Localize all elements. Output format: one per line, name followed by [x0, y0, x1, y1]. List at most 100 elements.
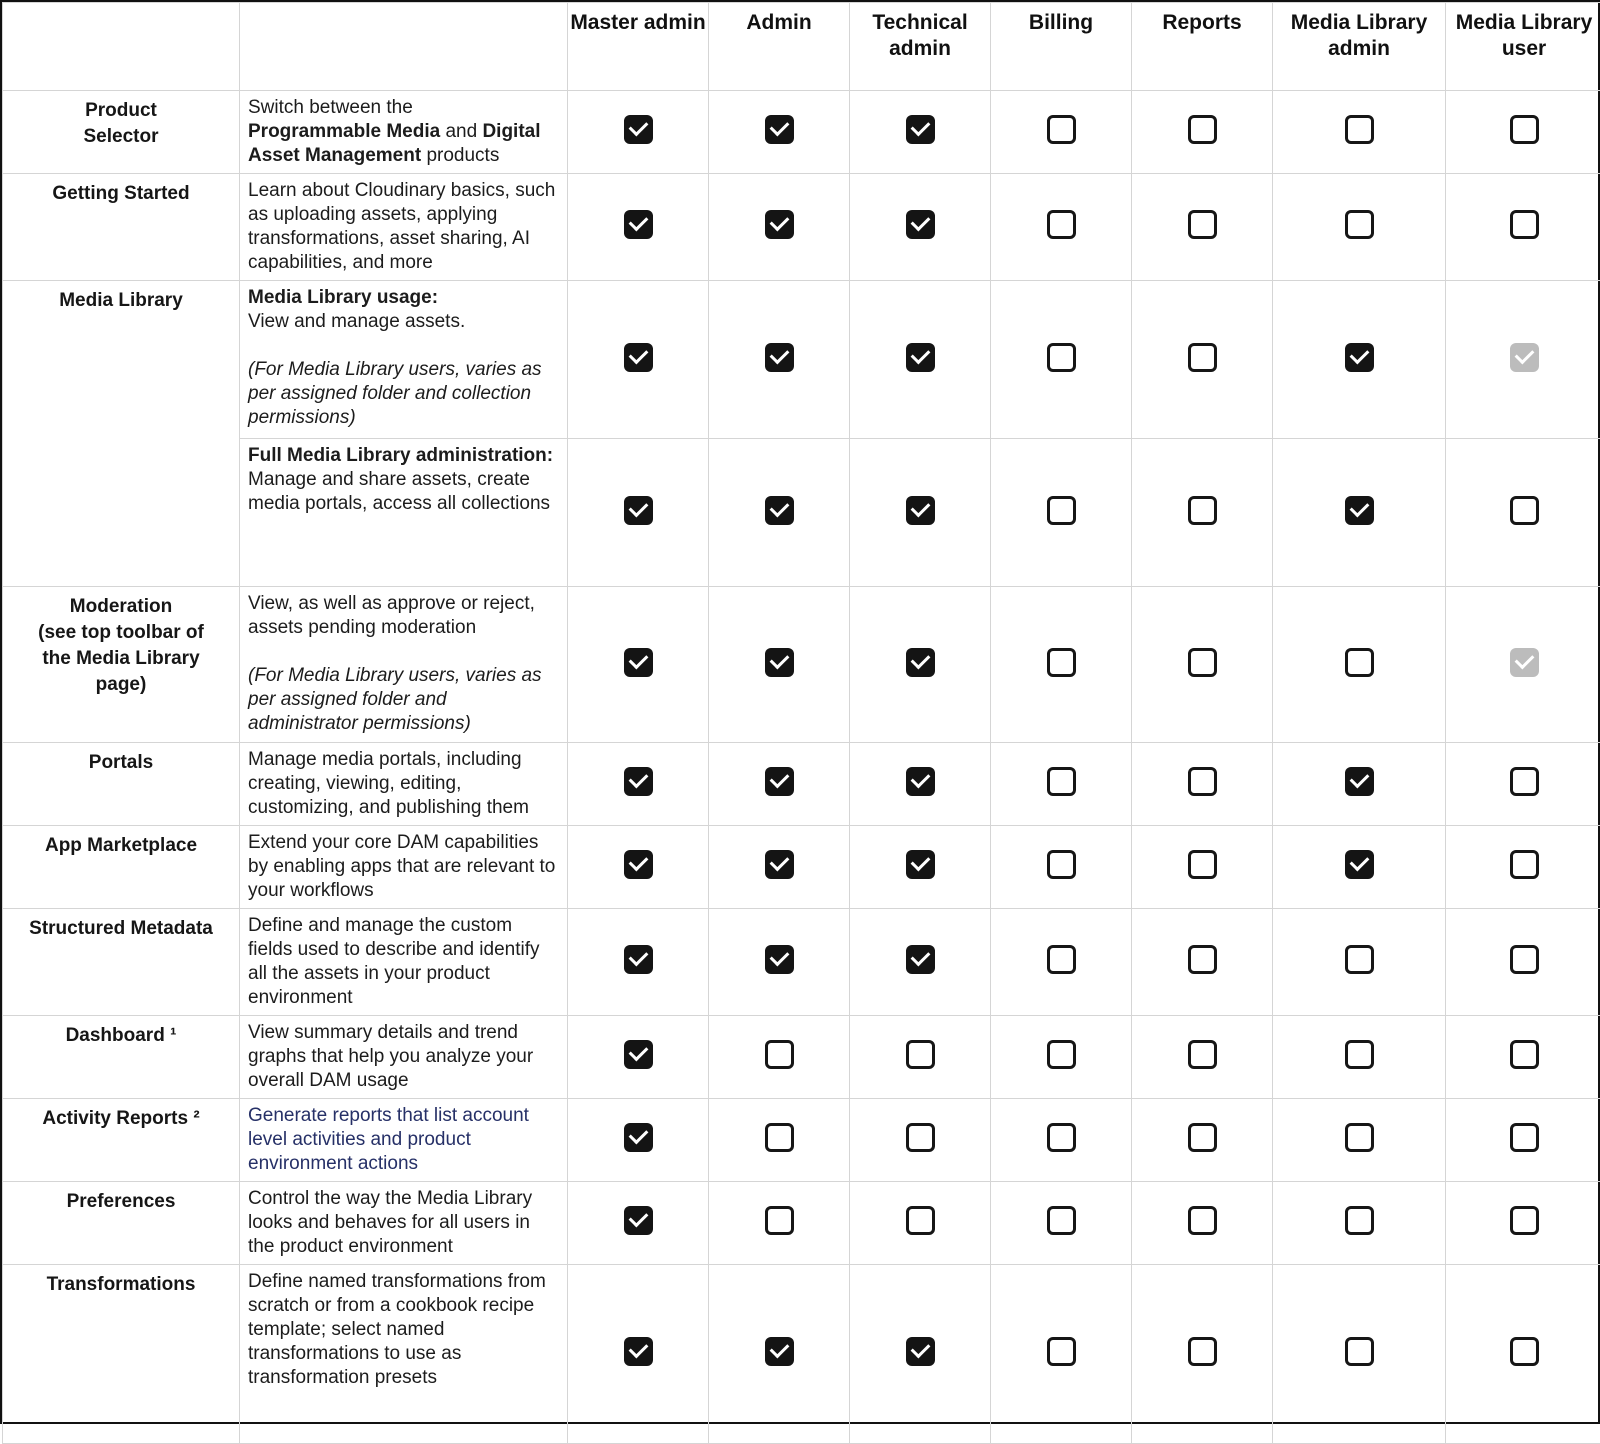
checkbox-empty-dashboard-reports — [1188, 1040, 1217, 1069]
checkbox-checked-activity-reports-master-admin — [624, 1123, 653, 1152]
portals-reports-cell — [1132, 743, 1273, 826]
checkbox-checked-transformations-technical-admin — [906, 1337, 935, 1366]
role-header-technical-admin: Technical admin — [850, 3, 991, 91]
checkbox-empty-transformations-billing — [1047, 1337, 1076, 1366]
media-library-usage-media-library-admin-cell — [1273, 281, 1446, 439]
product-selector-label: Product Selector — [3, 91, 240, 174]
role-header-reports: Reports — [1132, 3, 1273, 91]
checkbox-checked-disabled-moderation-media-library-user — [1510, 648, 1539, 677]
description-column-header — [240, 3, 568, 91]
checkbox-checked-media-library-full-administration-master-admin — [624, 496, 653, 525]
app-marketplace-reports-cell — [1132, 826, 1273, 909]
checkbox-empty-transformations-media-library-admin — [1345, 1337, 1374, 1366]
checkbox-empty-structured-metadata-media-library-user — [1510, 945, 1539, 974]
checkbox-checked-media-library-full-administration-media-library-admin — [1345, 496, 1374, 525]
checkbox-empty-preferences-technical-admin — [906, 1206, 935, 1235]
table-row-media-library-full-administration: Full Media Library administration: Manag… — [3, 439, 1600, 587]
preferences-description: Control the way the Media Library looks … — [240, 1182, 568, 1265]
checkbox-empty-activity-reports-media-library-admin — [1345, 1123, 1374, 1152]
media-library-usage-admin-cell — [709, 281, 850, 439]
checkbox-empty-portals-media-library-user — [1510, 767, 1539, 796]
checkbox-empty-dashboard-media-library-admin — [1345, 1040, 1374, 1069]
moderation-label: Moderation (see top toolbar of the Media… — [3, 587, 240, 743]
media-library-full-administration-admin-cell — [709, 439, 850, 587]
transformations-media-library-admin-cell — [1273, 1265, 1446, 1444]
product-selector-billing-cell — [991, 91, 1132, 174]
structured-metadata-technical-admin-cell — [850, 909, 991, 1016]
portals-media-library-admin-cell — [1273, 743, 1446, 826]
structured-metadata-description: Define and manage the custom fields used… — [240, 909, 568, 1016]
product-selector-technical-admin-cell — [850, 91, 991, 174]
checkbox-empty-getting-started-media-library-admin — [1345, 210, 1374, 239]
portals-technical-admin-cell — [850, 743, 991, 826]
portals-admin-cell — [709, 743, 850, 826]
transformations-label: Transformations — [3, 1265, 240, 1444]
transformations-billing-cell — [991, 1265, 1132, 1444]
product-selector-reports-cell — [1132, 91, 1273, 174]
activity-reports-billing-cell — [991, 1099, 1132, 1182]
media-library-usage-reports-cell — [1132, 281, 1273, 439]
checkbox-empty-structured-metadata-media-library-admin — [1345, 945, 1374, 974]
checkbox-checked-moderation-master-admin — [624, 648, 653, 677]
checkbox-empty-portals-reports — [1188, 767, 1217, 796]
transformations-technical-admin-cell — [850, 1265, 991, 1444]
checkbox-checked-product-selector-master-admin — [624, 115, 653, 144]
activity-reports-description-segment: Generate reports that list account level… — [248, 1105, 534, 1174]
product-selector-description-segment: Programmable Media — [248, 121, 440, 142]
structured-metadata-reports-cell — [1132, 909, 1273, 1016]
media-library-usage-description-segment: (For Media Library users, varies as per … — [248, 359, 547, 428]
transformations-description: Define named transformations from scratc… — [240, 1265, 568, 1444]
checkbox-checked-app-marketplace-media-library-admin — [1345, 850, 1374, 879]
checkbox-empty-structured-metadata-reports — [1188, 945, 1217, 974]
checkbox-empty-media-library-full-administration-media-library-user — [1510, 496, 1539, 525]
activity-reports-technical-admin-cell — [850, 1099, 991, 1182]
moderation-media-library-user-cell — [1446, 587, 1600, 743]
media-library-full-administration-description: Full Media Library administration: Manag… — [240, 439, 568, 587]
moderation-billing-cell — [991, 587, 1132, 743]
checkbox-empty-media-library-full-administration-reports — [1188, 496, 1217, 525]
checkbox-empty-moderation-billing — [1047, 648, 1076, 677]
checkbox-checked-structured-metadata-master-admin — [624, 945, 653, 974]
dashboard-admin-cell — [709, 1016, 850, 1099]
media-library-full-administration-reports-cell — [1132, 439, 1273, 587]
getting-started-label: Getting Started — [3, 174, 240, 281]
media-library-usage-label: Media Library — [3, 281, 240, 587]
portals-label: Portals — [3, 743, 240, 826]
checkbox-empty-moderation-media-library-admin — [1345, 648, 1374, 677]
checkbox-empty-product-selector-billing — [1047, 115, 1076, 144]
getting-started-media-library-user-cell — [1446, 174, 1600, 281]
media-library-usage-media-library-user-cell — [1446, 281, 1600, 439]
checkbox-checked-portals-media-library-admin — [1345, 767, 1374, 796]
structured-metadata-label: Structured Metadata — [3, 909, 240, 1016]
dashboard-label: Dashboard ¹ — [3, 1016, 240, 1099]
checkbox-empty-activity-reports-reports — [1188, 1123, 1217, 1152]
checkbox-empty-preferences-billing — [1047, 1206, 1076, 1235]
checkbox-empty-activity-reports-admin — [765, 1123, 794, 1152]
checkbox-empty-getting-started-reports — [1188, 210, 1217, 239]
activity-reports-label: Activity Reports ² — [3, 1099, 240, 1182]
checkbox-checked-transformations-admin — [765, 1337, 794, 1366]
checkbox-empty-app-marketplace-reports — [1188, 850, 1217, 879]
moderation-admin-cell — [709, 587, 850, 743]
transformations-media-library-user-cell — [1446, 1265, 1600, 1444]
dashboard-description: View summary details and trend graphs th… — [240, 1016, 568, 1099]
checkbox-empty-product-selector-media-library-user — [1510, 115, 1539, 144]
product-selector-media-library-admin-cell — [1273, 91, 1446, 174]
moderation-reports-cell — [1132, 587, 1273, 743]
checkbox-checked-getting-started-master-admin — [624, 210, 653, 239]
dashboard-billing-cell — [991, 1016, 1132, 1099]
media-library-full-administration-media-library-user-cell — [1446, 439, 1600, 587]
checkbox-empty-transformations-media-library-user — [1510, 1337, 1539, 1366]
checkbox-empty-activity-reports-technical-admin — [906, 1123, 935, 1152]
moderation-media-library-admin-cell — [1273, 587, 1446, 743]
activity-reports-link[interactable]: Generate reports that list account level… — [248, 1105, 534, 1174]
